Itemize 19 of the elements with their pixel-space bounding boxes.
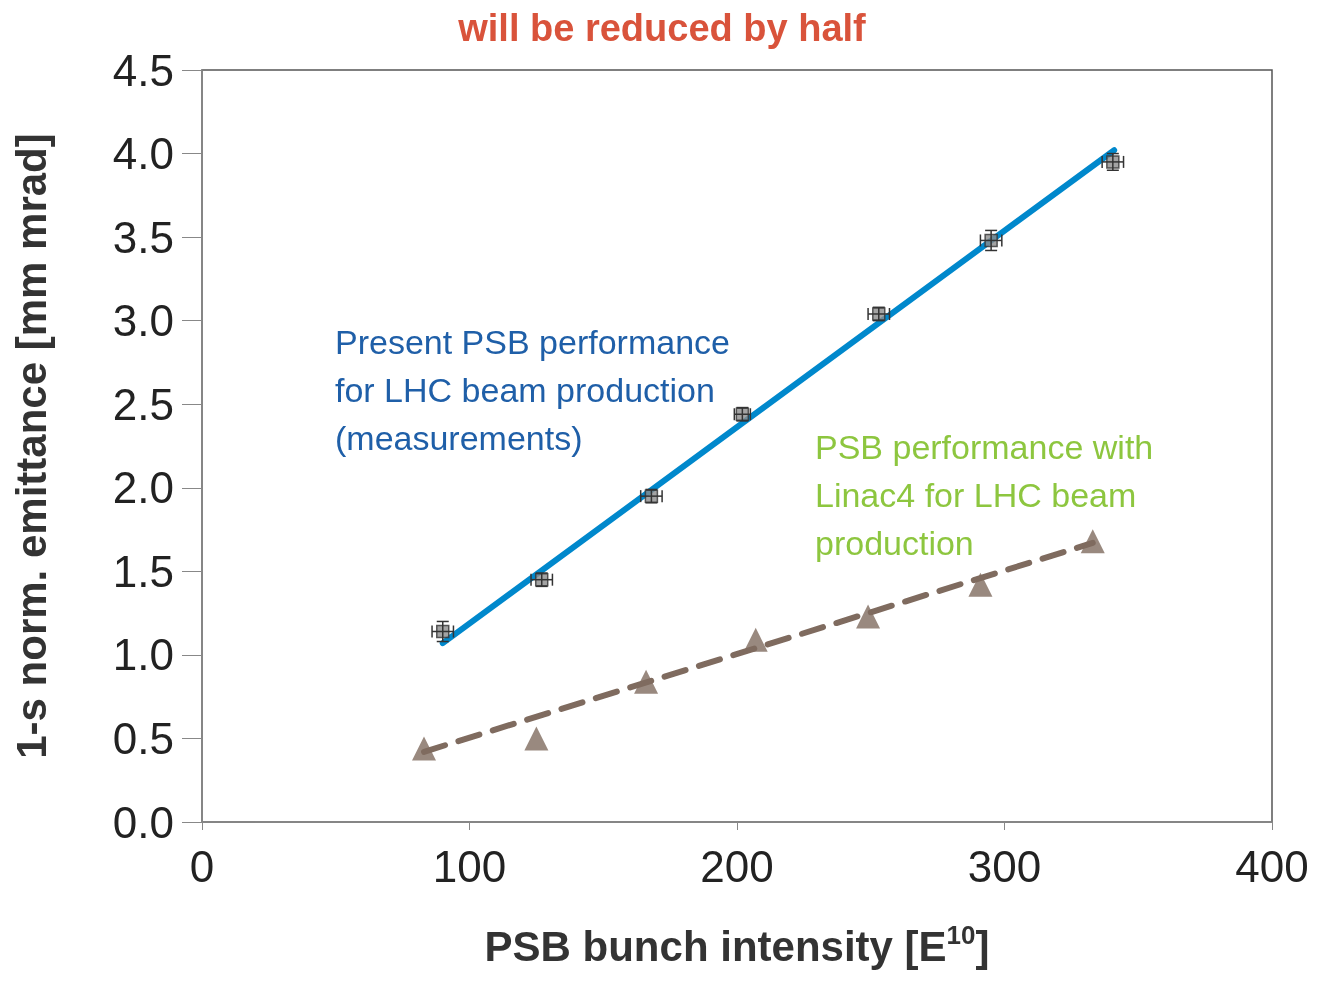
x-tick-label: 0	[189, 841, 215, 891]
y-tick-label: 3.5	[112, 212, 174, 262]
y-tick-label: 0.5	[112, 713, 174, 763]
annotation: Present PSB performance for LHC beam production (measurements)	[335, 323, 730, 457]
y-tick-label: 2.0	[112, 463, 174, 513]
x-tick-label: 100	[432, 841, 507, 891]
y-tick-label: 2.5	[112, 379, 174, 429]
y-axis-title: 1-s norm. emittance [mm mrad]	[7, 133, 55, 759]
y-tick-label: 1.0	[112, 630, 174, 680]
x-tick-label: 400	[1235, 841, 1309, 891]
y-tick-label: 4.0	[112, 129, 174, 179]
y-tick-label: 1.5	[112, 546, 174, 596]
y-tick-label: 3.0	[112, 296, 174, 346]
y-tick-label: 4.5	[112, 45, 174, 95]
x-tick-label: 200	[700, 841, 774, 891]
y-tick-label: 0.0	[112, 797, 174, 847]
annotation: PSB performance with Linac4 for LHC beam production	[815, 428, 1154, 562]
x-tick-label: 300	[967, 841, 1042, 891]
chart-title: will be reduced by half	[457, 7, 867, 49]
